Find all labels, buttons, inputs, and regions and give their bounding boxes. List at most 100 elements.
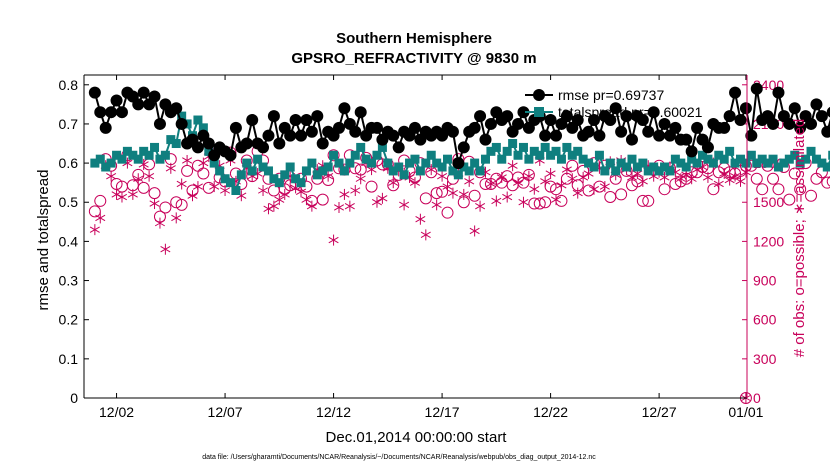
totalspread-point xyxy=(535,150,545,160)
rmse-point xyxy=(229,121,242,134)
totalspread-point xyxy=(594,150,604,160)
totalspread-point xyxy=(578,154,588,164)
obs-possible-point xyxy=(430,187,443,200)
rmse-point xyxy=(750,82,763,95)
obs-assimilated-point xyxy=(740,166,751,178)
obs-assimilated-point xyxy=(675,173,686,185)
obs-assimilated-point xyxy=(496,171,507,183)
obs-assimilated-point xyxy=(491,195,502,207)
rmse-point xyxy=(501,110,514,123)
obs-assimilated-point xyxy=(209,181,220,193)
obs-assimilated-point xyxy=(637,175,648,187)
obs-assimilated-point xyxy=(371,196,383,208)
obs-assimilated-point xyxy=(344,200,355,212)
totalspread-point xyxy=(122,146,132,156)
rmse-point xyxy=(354,106,367,119)
obs-assimilated-point xyxy=(176,178,187,190)
totalspread-point xyxy=(263,166,273,176)
totalspread-point xyxy=(513,150,523,160)
rmse-point xyxy=(625,133,638,146)
obs-assimilated-point xyxy=(561,164,572,176)
obs-possible-point xyxy=(327,149,340,162)
obs-assimilated-point xyxy=(279,188,290,200)
totalspread-point xyxy=(486,146,496,156)
rmse-point xyxy=(517,106,530,119)
rmse-point xyxy=(544,114,557,127)
obs-assimilated-point xyxy=(475,200,486,212)
rmse-point xyxy=(794,121,807,134)
obs-assimilated-point xyxy=(333,201,345,213)
rmse-point xyxy=(153,117,166,130)
obs-possible-point xyxy=(533,197,546,210)
totalspread-point xyxy=(448,166,458,176)
totalspread-point xyxy=(708,158,718,168)
totalspread-point xyxy=(546,150,556,160)
rmse-point xyxy=(387,129,400,142)
rmse-point xyxy=(284,129,297,142)
totalspread-point xyxy=(177,111,187,121)
y-tick-label: 0.4 xyxy=(59,233,79,249)
totalspread-point xyxy=(437,162,447,172)
obs-possible-point xyxy=(170,196,183,209)
rmse-point xyxy=(729,86,742,99)
rmse-point xyxy=(224,149,237,162)
obs-assimilated-point xyxy=(198,157,209,169)
totalspread-point xyxy=(670,154,680,164)
chart-title-line-2: GPSRO_REFRACTIVITY @ 9830 m xyxy=(291,50,536,67)
obs-assimilated-point xyxy=(735,175,746,187)
rmse-point xyxy=(240,137,253,150)
rmse-point xyxy=(512,117,525,130)
obs-assimilated-point xyxy=(431,199,442,211)
totalspread-point xyxy=(220,174,230,184)
obs-assimilated-point xyxy=(458,188,469,200)
obs-assimilated-point xyxy=(116,191,128,203)
totalspread-point xyxy=(703,154,713,164)
obs-assimilated-point xyxy=(192,181,203,193)
totalspread-point xyxy=(247,166,257,176)
rmse-point xyxy=(788,102,801,115)
rmse-point xyxy=(349,125,362,138)
totalspread-point xyxy=(405,158,415,168)
rmse-point xyxy=(701,141,714,154)
rmse-point xyxy=(815,110,828,123)
rmse-point xyxy=(94,106,107,119)
rmse-point xyxy=(257,141,270,154)
totalspread-point xyxy=(480,154,490,164)
legend-marker-totalspread xyxy=(534,107,544,117)
y-tick-label: 0.2 xyxy=(59,312,79,328)
totalspread-point xyxy=(660,162,670,172)
totalspread-point xyxy=(399,170,409,180)
y-tick-label: 0.8 xyxy=(59,77,79,93)
rmse-point xyxy=(734,114,747,127)
obs-possible-point xyxy=(826,176,830,187)
totalspread-point xyxy=(654,166,664,176)
totalspread-point xyxy=(752,158,762,168)
rmse-point xyxy=(593,129,606,142)
x-tick-label: 12/22 xyxy=(533,404,568,420)
data-file-footnote: data file: /Users/gharamti/Documents/NCA… xyxy=(202,454,596,461)
x-tick-label: 12/02 xyxy=(99,404,134,420)
obs-possible-point xyxy=(88,205,101,218)
obs-possible-point xyxy=(349,162,362,175)
rmse-point xyxy=(582,125,595,138)
totalspread-point xyxy=(350,150,360,160)
obs-assimilated-point xyxy=(339,188,350,200)
totalspread-point xyxy=(128,150,138,160)
obs-possible-point xyxy=(805,189,818,202)
totalspread-point xyxy=(822,162,830,172)
totalspread-point xyxy=(665,166,675,176)
obs-possible-point xyxy=(756,183,769,196)
obs-assimilated-point xyxy=(529,183,540,195)
rmse-point xyxy=(560,110,573,123)
totalspread-point xyxy=(801,154,811,164)
totalspread-point xyxy=(470,158,480,168)
obs-possible-point xyxy=(767,172,780,185)
x-tick-label: 12/17 xyxy=(425,404,460,420)
totalspread-point xyxy=(524,154,534,164)
totalspread-point xyxy=(426,150,436,160)
rmse-point xyxy=(289,114,302,127)
rmse-point xyxy=(170,102,183,115)
totalspread-point xyxy=(459,162,469,172)
x-tick-label: 12/12 xyxy=(316,404,351,420)
totalspread-point xyxy=(627,154,637,164)
